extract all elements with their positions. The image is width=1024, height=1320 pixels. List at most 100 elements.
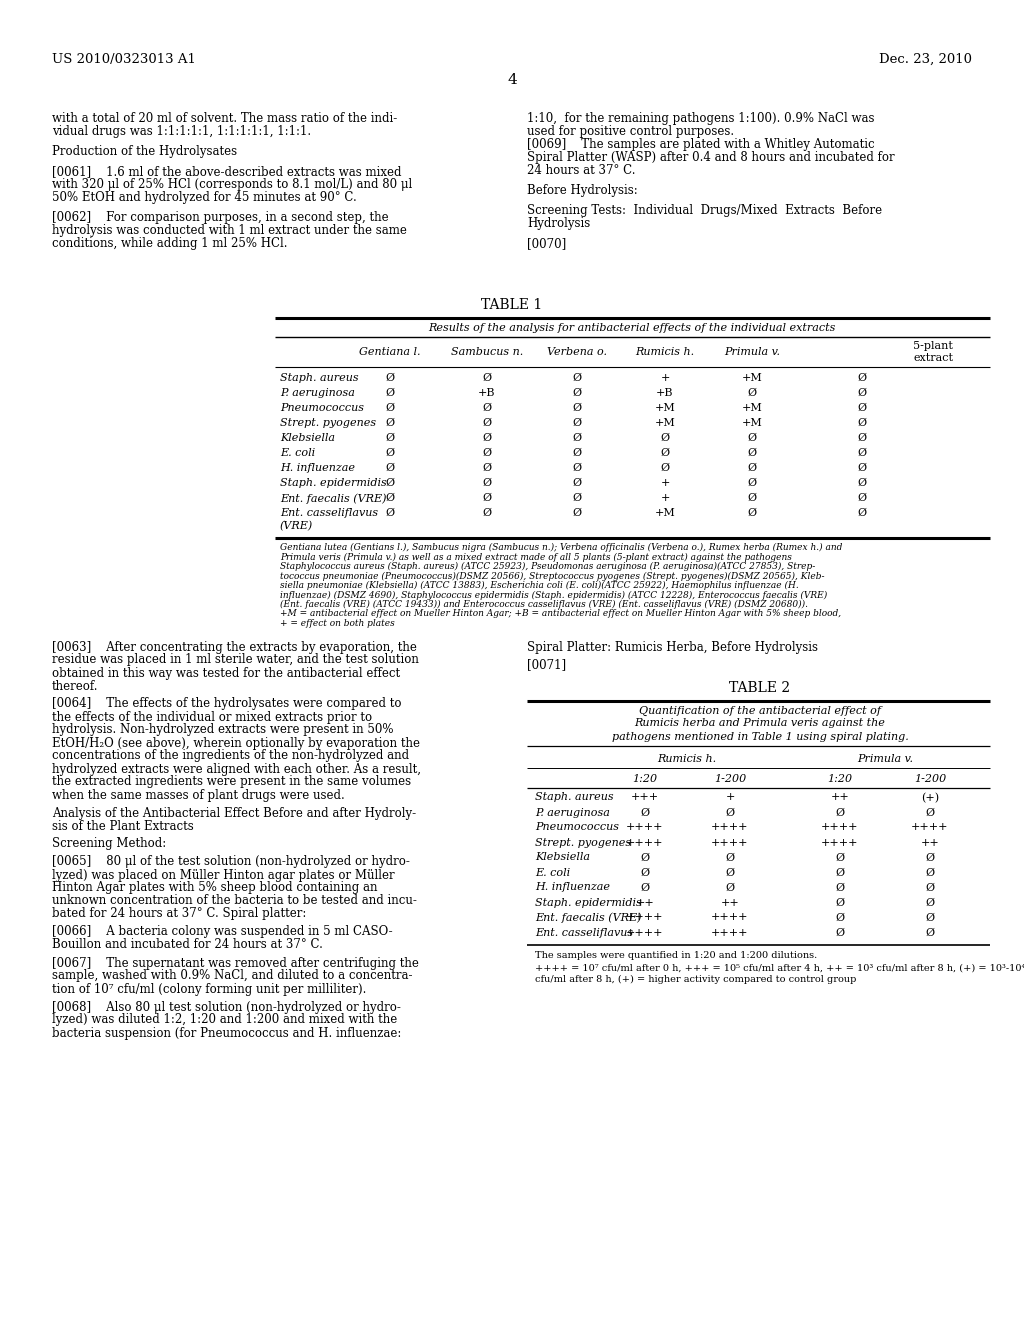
Text: Klebsiella: Klebsiella <box>280 433 335 444</box>
Text: Ø: Ø <box>385 447 394 458</box>
Text: lyzed) was placed on Müller Hinton agar plates or Müller: lyzed) was placed on Müller Hinton agar … <box>52 869 394 882</box>
Text: 5-plant: 5-plant <box>913 341 953 351</box>
Text: Ent. casseliflavus: Ent. casseliflavus <box>535 928 633 937</box>
Text: Ø: Ø <box>926 898 935 908</box>
Text: Strept. pyogenes: Strept. pyogenes <box>280 418 376 428</box>
Text: tococcus pneumoniae (Pneumococcus)(DSMZ 20566), Streptococcus pyogenes (Strept. : tococcus pneumoniae (Pneumococcus)(DSMZ … <box>280 572 824 581</box>
Text: [0068]    Also 80 μl test solution (non-hydrolyzed or hydro-: [0068] Also 80 μl test solution (non-hyd… <box>52 1001 400 1014</box>
Text: 1:20: 1:20 <box>827 774 853 784</box>
Text: Ø: Ø <box>857 492 866 503</box>
Text: Staph. aureus: Staph. aureus <box>535 792 613 803</box>
Text: Ø: Ø <box>836 928 845 937</box>
Text: Ø: Ø <box>836 898 845 908</box>
Text: cfu/ml after 8 h, (+) = higher activity compared to control group: cfu/ml after 8 h, (+) = higher activity … <box>535 974 856 983</box>
Text: 50% EtOH and hydrolyzed for 45 minutes at 90° C.: 50% EtOH and hydrolyzed for 45 minutes a… <box>52 191 356 205</box>
Text: E. coli: E. coli <box>280 447 315 458</box>
Text: Staph. epidermidis: Staph. epidermidis <box>280 478 387 488</box>
Text: Screening Tests:  Individual  Drugs/Mixed  Extracts  Before: Screening Tests: Individual Drugs/Mixed … <box>527 205 882 216</box>
Text: Ø: Ø <box>725 883 734 892</box>
Text: 24 hours at 37° C.: 24 hours at 37° C. <box>527 164 636 177</box>
Text: +B: +B <box>478 388 496 399</box>
Text: concentrations of the ingredients of the non-hydrolyzed and: concentrations of the ingredients of the… <box>52 750 410 763</box>
Text: Strept. pyogenes: Strept. pyogenes <box>535 837 631 847</box>
Text: Ø: Ø <box>572 492 582 503</box>
Text: pathogens mentioned in Table 1 using spiral plating.: pathogens mentioned in Table 1 using spi… <box>611 731 908 742</box>
Text: Rumicis h.: Rumicis h. <box>657 754 717 763</box>
Text: Ø: Ø <box>926 853 935 862</box>
Text: Klebsiella: Klebsiella <box>535 853 590 862</box>
Text: Ø: Ø <box>836 883 845 892</box>
Text: Ent. faecalis (VRE): Ent. faecalis (VRE) <box>280 492 386 503</box>
Text: Ø: Ø <box>857 433 866 444</box>
Text: Sambucus n.: Sambucus n. <box>451 347 523 356</box>
Text: ++++: ++++ <box>911 822 949 833</box>
Text: Ø: Ø <box>857 418 866 428</box>
Text: TABLE 1: TABLE 1 <box>481 298 543 312</box>
Text: sis of the Plant Extracts: sis of the Plant Extracts <box>52 820 194 833</box>
Text: Ø: Ø <box>385 374 394 383</box>
Text: Ø: Ø <box>926 867 935 878</box>
Text: 4: 4 <box>507 73 517 87</box>
Text: ++++: ++++ <box>821 837 859 847</box>
Text: Ø: Ø <box>660 433 670 444</box>
Text: Ø: Ø <box>748 447 757 458</box>
Text: + = effect on both plates: + = effect on both plates <box>280 619 394 628</box>
Text: Ø: Ø <box>748 388 757 399</box>
Text: Gentiana l.: Gentiana l. <box>359 347 421 356</box>
Text: Pneumococcus: Pneumococcus <box>535 822 618 833</box>
Text: Ø: Ø <box>836 853 845 862</box>
Text: Ø: Ø <box>725 853 734 862</box>
Text: The samples were quantified in 1:20 and 1:200 dilutions.: The samples were quantified in 1:20 and … <box>535 952 817 961</box>
Text: tion of 10⁷ cfu/ml (colony forming unit per milliliter).: tion of 10⁷ cfu/ml (colony forming unit … <box>52 982 367 995</box>
Text: Ø: Ø <box>725 808 734 817</box>
Text: +: + <box>660 492 670 503</box>
Text: Ø: Ø <box>482 403 492 413</box>
Text: (Ent. faecalis (VRE) (ATCC 19433)) and Enterococcus casseliflavus (VRE) (Ent. ca: (Ent. faecalis (VRE) (ATCC 19433)) and E… <box>280 601 808 609</box>
Text: Spiral Platter: Rumicis Herba, Before Hydrolysis: Spiral Platter: Rumicis Herba, Before Hy… <box>527 640 818 653</box>
Text: [0066]    A bacteria colony was suspended in 5 ml CASO-: [0066] A bacteria colony was suspended i… <box>52 925 392 939</box>
Text: Ø: Ø <box>482 478 492 488</box>
Text: Staph. epidermidis: Staph. epidermidis <box>535 898 642 908</box>
Text: hydrolysis was conducted with 1 ml extract under the same: hydrolysis was conducted with 1 ml extra… <box>52 224 407 238</box>
Text: Rumicis herba and Primula veris against the: Rumicis herba and Primula veris against … <box>635 718 886 729</box>
Text: Quantification of the antibacterial effect of: Quantification of the antibacterial effe… <box>639 705 881 715</box>
Text: Ø: Ø <box>926 928 935 937</box>
Text: hydrolysis. Non-hydrolyzed extracts were present in 50%: hydrolysis. Non-hydrolyzed extracts were… <box>52 723 393 737</box>
Text: Ø: Ø <box>836 808 845 817</box>
Text: ++++: ++++ <box>627 837 664 847</box>
Text: Ø: Ø <box>857 478 866 488</box>
Text: Ø: Ø <box>748 492 757 503</box>
Text: used for positive control purposes.: used for positive control purposes. <box>527 125 734 139</box>
Text: TABLE 2: TABLE 2 <box>729 681 791 694</box>
Text: lyzed) was diluted 1:2, 1:20 and 1:200 and mixed with the: lyzed) was diluted 1:2, 1:20 and 1:200 a… <box>52 1014 397 1027</box>
Text: with a total of 20 ml of solvent. The mass ratio of the indi-: with a total of 20 ml of solvent. The ma… <box>52 112 397 125</box>
Text: Primula v.: Primula v. <box>724 347 780 356</box>
Text: ++: ++ <box>721 898 739 908</box>
Text: Ø: Ø <box>482 463 492 473</box>
Text: Ø: Ø <box>572 418 582 428</box>
Text: obtained in this way was tested for the antibacterial effect: obtained in this way was tested for the … <box>52 667 400 680</box>
Text: extract: extract <box>913 352 953 363</box>
Text: ++++: ++++ <box>712 822 749 833</box>
Text: Ø: Ø <box>385 492 394 503</box>
Text: ++: ++ <box>921 837 939 847</box>
Text: Staphylococcus aureus (Staph. aureus) (ATCC 25923), Pseudomonas aeruginosa (P. a: Staphylococcus aureus (Staph. aureus) (A… <box>280 562 815 572</box>
Text: Hinton Agar plates with 5% sheep blood containing an: Hinton Agar plates with 5% sheep blood c… <box>52 882 378 895</box>
Text: +M: +M <box>741 418 763 428</box>
Text: siella pneumoniae (Klebsiella) (ATCC 13883), Escherichia coli (E. coli)(ATCC 259: siella pneumoniae (Klebsiella) (ATCC 138… <box>280 581 799 590</box>
Text: Ø: Ø <box>748 478 757 488</box>
Text: [0067]    The supernatant was removed after centrifuging the: [0067] The supernatant was removed after… <box>52 957 419 969</box>
Text: [0071]: [0071] <box>527 659 566 672</box>
Text: Ø: Ø <box>385 478 394 488</box>
Text: Ø: Ø <box>748 463 757 473</box>
Text: Ø: Ø <box>857 374 866 383</box>
Text: +++: +++ <box>631 792 659 803</box>
Text: Bouillon and incubated for 24 hours at 37° C.: Bouillon and incubated for 24 hours at 3… <box>52 939 323 952</box>
Text: E. coli: E. coli <box>535 867 570 878</box>
Text: [0065]    80 μl of the test solution (non-hydrolyzed or hydro-: [0065] 80 μl of the test solution (non-h… <box>52 855 410 869</box>
Text: Ø: Ø <box>857 463 866 473</box>
Text: ++++: ++++ <box>627 928 664 937</box>
Text: bacteria suspension (for Pneumococcus and H. influenzae:: bacteria suspension (for Pneumococcus an… <box>52 1027 401 1040</box>
Text: +M: +M <box>654 418 676 428</box>
Text: influenzae) (DSMZ 4690), Staphylococcus epidermidis (Staph. epidermidis) (ATCC 1: influenzae) (DSMZ 4690), Staphylococcus … <box>280 590 827 599</box>
